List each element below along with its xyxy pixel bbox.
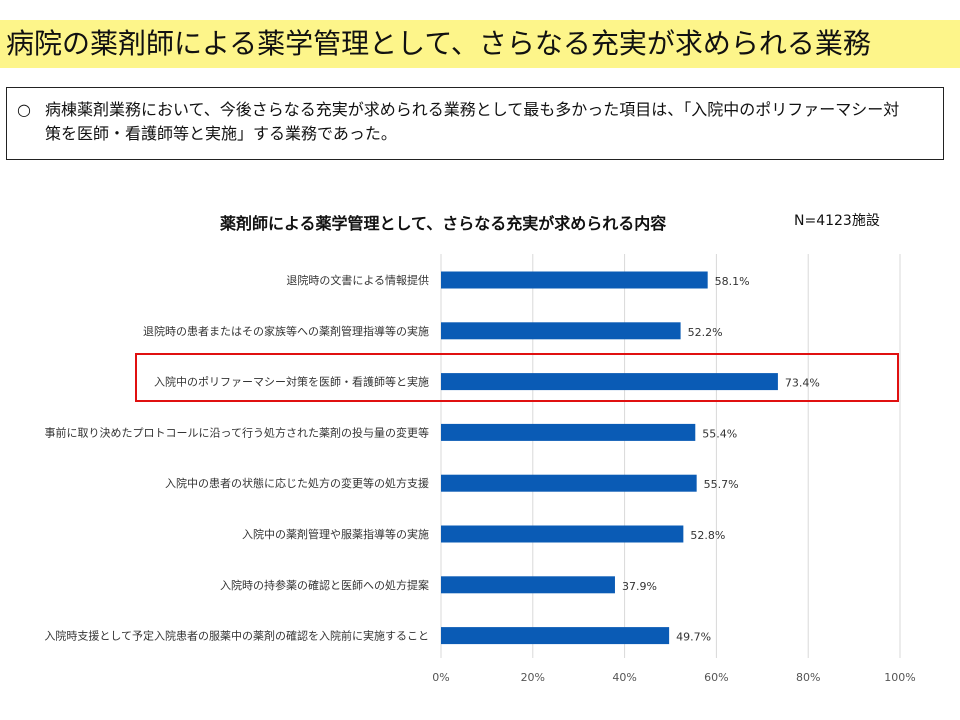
value-label: 37.9% [622,580,657,593]
bar [441,423,696,441]
title-band [0,20,960,68]
summary-box: ○ 病棟薬剤業務において、今後さらなる充実が求められる業務として最も多かった項目… [6,87,944,160]
summary-bullet: ○ [17,100,31,119]
category-label: 入院時支援として予定入院患者の服薬中の薬剤の確認を入院前に実施すること [44,629,429,643]
bar [441,525,684,543]
value-label: 49.7% [676,631,711,644]
highlight-box [135,353,899,402]
bar [441,576,615,594]
value-label: 55.7% [704,478,739,491]
x-tick-label: 20% [521,671,545,684]
bar [441,474,697,492]
bar [441,271,708,289]
category-label: 入院中の患者の状態に応じた処方の変更等の処方支援 [165,476,429,490]
category-label: 入院時の持参薬の確認と医師への処方提案 [220,578,429,592]
x-tick-label: 80% [796,671,820,684]
category-label: 退院時の文書による情報提供 [286,273,429,287]
chart-title: 薬剤師による薬学管理として、さらなる充実が求められる内容 [220,214,667,233]
value-label: 55.4% [702,427,737,440]
value-label: 73.4% [785,377,820,390]
category-label: 退院時の患者またはその家族等への薬剤管理指導等の実施 [143,324,429,338]
sample-size-note: N=4123施設 [794,213,880,229]
bar [441,373,778,391]
value-label: 52.2% [688,326,723,339]
x-tick-label: 40% [612,671,636,684]
bar [441,627,670,645]
summary-text: 病棟薬剤業務において、今後さらなる充実が求められる業務として最も多かった項目は、… [45,100,900,143]
x-tick-label: 60% [704,671,728,684]
value-label: 58.1% [715,275,750,288]
bar [441,322,681,340]
category-label: 入院中の薬剤管理や服薬指導等の実施 [242,527,429,541]
x-tick-label: 0% [432,671,449,684]
category-label: 事前に取り決めたプロトコールに沿って行う処方された薬剤の投与量の変更等 [45,425,429,439]
value-label: 52.8% [690,529,725,542]
page-title: 病院の薬剤師による薬学管理として、さらなる充実が求められる業務 [6,27,871,60]
x-tick-label: 100% [884,671,915,684]
category-label: 入院中のポリファーマシー対策を医師・看護師等と実施 [154,375,429,389]
